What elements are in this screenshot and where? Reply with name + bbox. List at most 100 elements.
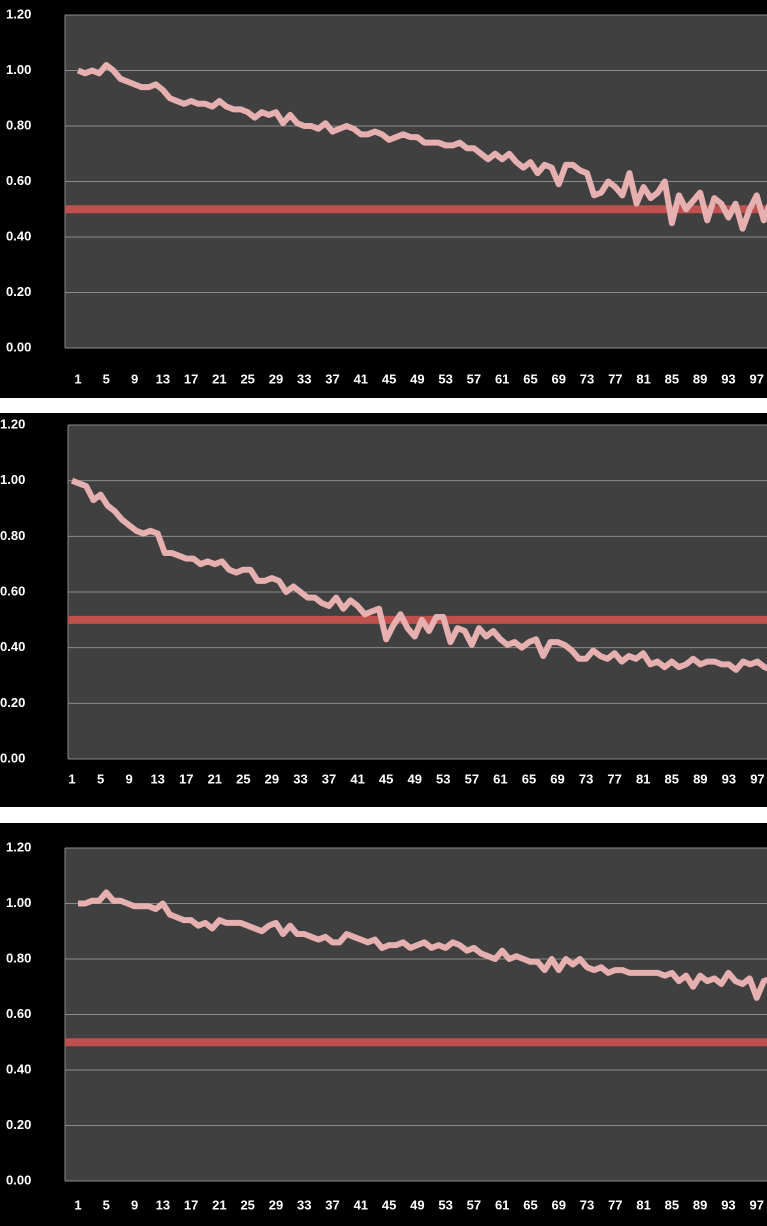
x-tick-label: 69: [550, 771, 564, 786]
y-tick-label: 0.00: [6, 339, 31, 354]
x-tick-label: 45: [379, 771, 393, 786]
y-tick-label: 0.20: [6, 284, 31, 299]
x-tick-label: 65: [522, 771, 536, 786]
x-tick-label: 33: [297, 371, 311, 386]
x-tick-label: 77: [608, 1197, 622, 1212]
series-line: [70, 477, 767, 673]
x-tick-label: 73: [580, 371, 594, 386]
x-tick-label: 5: [97, 771, 104, 786]
x-tick-label: 13: [150, 771, 164, 786]
x-tick-label: 25: [240, 371, 254, 386]
x-tick-label: 33: [293, 771, 307, 786]
y-tick-label: 1.00: [6, 62, 31, 77]
y-tick-label: 0.40: [6, 1061, 31, 1076]
x-tick-label: 81: [636, 771, 650, 786]
x-tick-label: 1: [74, 1197, 81, 1212]
x-tick-label: 1: [68, 771, 75, 786]
x-tick-label: 53: [438, 1197, 452, 1212]
y-tick-label: 0.20: [0, 695, 25, 710]
x-tick-label: 29: [265, 771, 279, 786]
series-line: [78, 889, 767, 1001]
y-tick-label: 0.80: [0, 528, 25, 543]
x-tick-label: 45: [382, 371, 396, 386]
x-tick-label: 9: [131, 371, 138, 386]
x-tick-label: 81: [636, 371, 650, 386]
x-tick-label: 93: [721, 371, 735, 386]
series-line: [76, 61, 767, 232]
x-tick-label: 13: [156, 371, 170, 386]
x-tick-label: 41: [354, 371, 368, 386]
x-tick-label: 89: [693, 371, 707, 386]
x-tick-label: 65: [523, 371, 537, 386]
y-tick-label: 0.60: [6, 1006, 31, 1021]
x-tick-label: 57: [465, 771, 479, 786]
x-tick-label: 5: [103, 371, 110, 386]
x-tick-label: 49: [410, 1197, 424, 1212]
y-tick-label: 0.60: [0, 583, 25, 598]
chart: 0.00 0.20 0.40 0.60 0.80 1.00 1.20 1 5 9 13 17 21 25 2…: [0, 413, 767, 807]
y-tick-label: 1.20: [6, 6, 31, 21]
x-tick-label: 9: [131, 1197, 138, 1212]
x-tick-label: 89: [693, 771, 707, 786]
x-tick-label: 97: [750, 771, 764, 786]
x-tick-label: 53: [436, 771, 450, 786]
x-tick-label: 49: [407, 771, 421, 786]
x-tick-label: 1: [74, 371, 81, 386]
x-tick-label: 57: [467, 371, 481, 386]
x-tick-label: 93: [721, 1197, 735, 1212]
x-tick-label: 57: [467, 1197, 481, 1212]
x-tick-label: 45: [382, 1197, 396, 1212]
x-tick-label: 29: [269, 1197, 283, 1212]
x-tick-label: 41: [350, 771, 364, 786]
x-tick-label: 77: [608, 371, 622, 386]
x-tick-label: 81: [636, 1197, 650, 1212]
x-tick-label: 21: [208, 771, 222, 786]
x-tick-label: 9: [126, 771, 133, 786]
y-tick-label: 0.00: [0, 750, 25, 765]
x-tick-label: 25: [236, 771, 250, 786]
y-tick-label: 0.60: [6, 173, 31, 188]
x-tick-label: 17: [184, 371, 198, 386]
x-tick-label: 21: [212, 371, 226, 386]
x-tick-label: 29: [269, 371, 283, 386]
x-tick-label: 93: [722, 771, 736, 786]
y-tick-label: 0.20: [6, 1117, 31, 1132]
y-tick-label: 0.40: [0, 639, 25, 654]
x-tick-label: 5: [103, 1197, 110, 1212]
x-tick-label: 25: [240, 1197, 254, 1212]
x-tick-label: 97: [749, 1197, 763, 1212]
x-tick-label: 61: [493, 771, 507, 786]
x-tick-label: 61: [495, 371, 509, 386]
x-tick-label: 77: [607, 771, 621, 786]
x-tick-label: 73: [579, 771, 593, 786]
x-tick-label: 17: [184, 1197, 198, 1212]
x-tick-label: 17: [179, 771, 193, 786]
y-tick-label: 0.80: [6, 950, 31, 965]
x-tick-label: 37: [325, 371, 339, 386]
chart: 0.00 0.20 0.40 0.60 0.80 1.00 1.20 1 5 9 13 17 21 25 2…: [0, 0, 767, 398]
x-tick-label: 89: [693, 1197, 707, 1212]
y-tick-label: 1.00: [6, 895, 31, 910]
y-tick-label: 0.40: [6, 228, 31, 243]
x-tick-label: 37: [322, 771, 336, 786]
x-tick-label: 97: [749, 371, 763, 386]
y-tick-label: 0.80: [6, 117, 31, 132]
chart: 0.00 0.20 0.40 0.60 0.80 1.00 1.20 1 5 9 13 17 21 25 2…: [0, 823, 767, 1226]
x-tick-label: 21: [212, 1197, 226, 1212]
x-tick-label: 61: [495, 1197, 509, 1212]
y-tick-label: 1.20: [6, 839, 31, 854]
x-tick-label: 37: [325, 1197, 339, 1212]
y-tick-label: 1.20: [0, 416, 25, 431]
x-tick-label: 85: [665, 771, 679, 786]
x-tick-label: 41: [354, 1197, 368, 1212]
y-tick-label: 1.00: [0, 472, 25, 487]
x-tick-label: 69: [552, 1197, 566, 1212]
x-tick-label: 13: [156, 1197, 170, 1212]
x-tick-label: 85: [665, 371, 679, 386]
x-tick-label: 85: [665, 1197, 679, 1212]
y-tick-label: 0.00: [6, 1172, 31, 1187]
x-tick-label: 69: [552, 371, 566, 386]
x-tick-label: 49: [410, 371, 424, 386]
x-tick-label: 53: [438, 371, 452, 386]
